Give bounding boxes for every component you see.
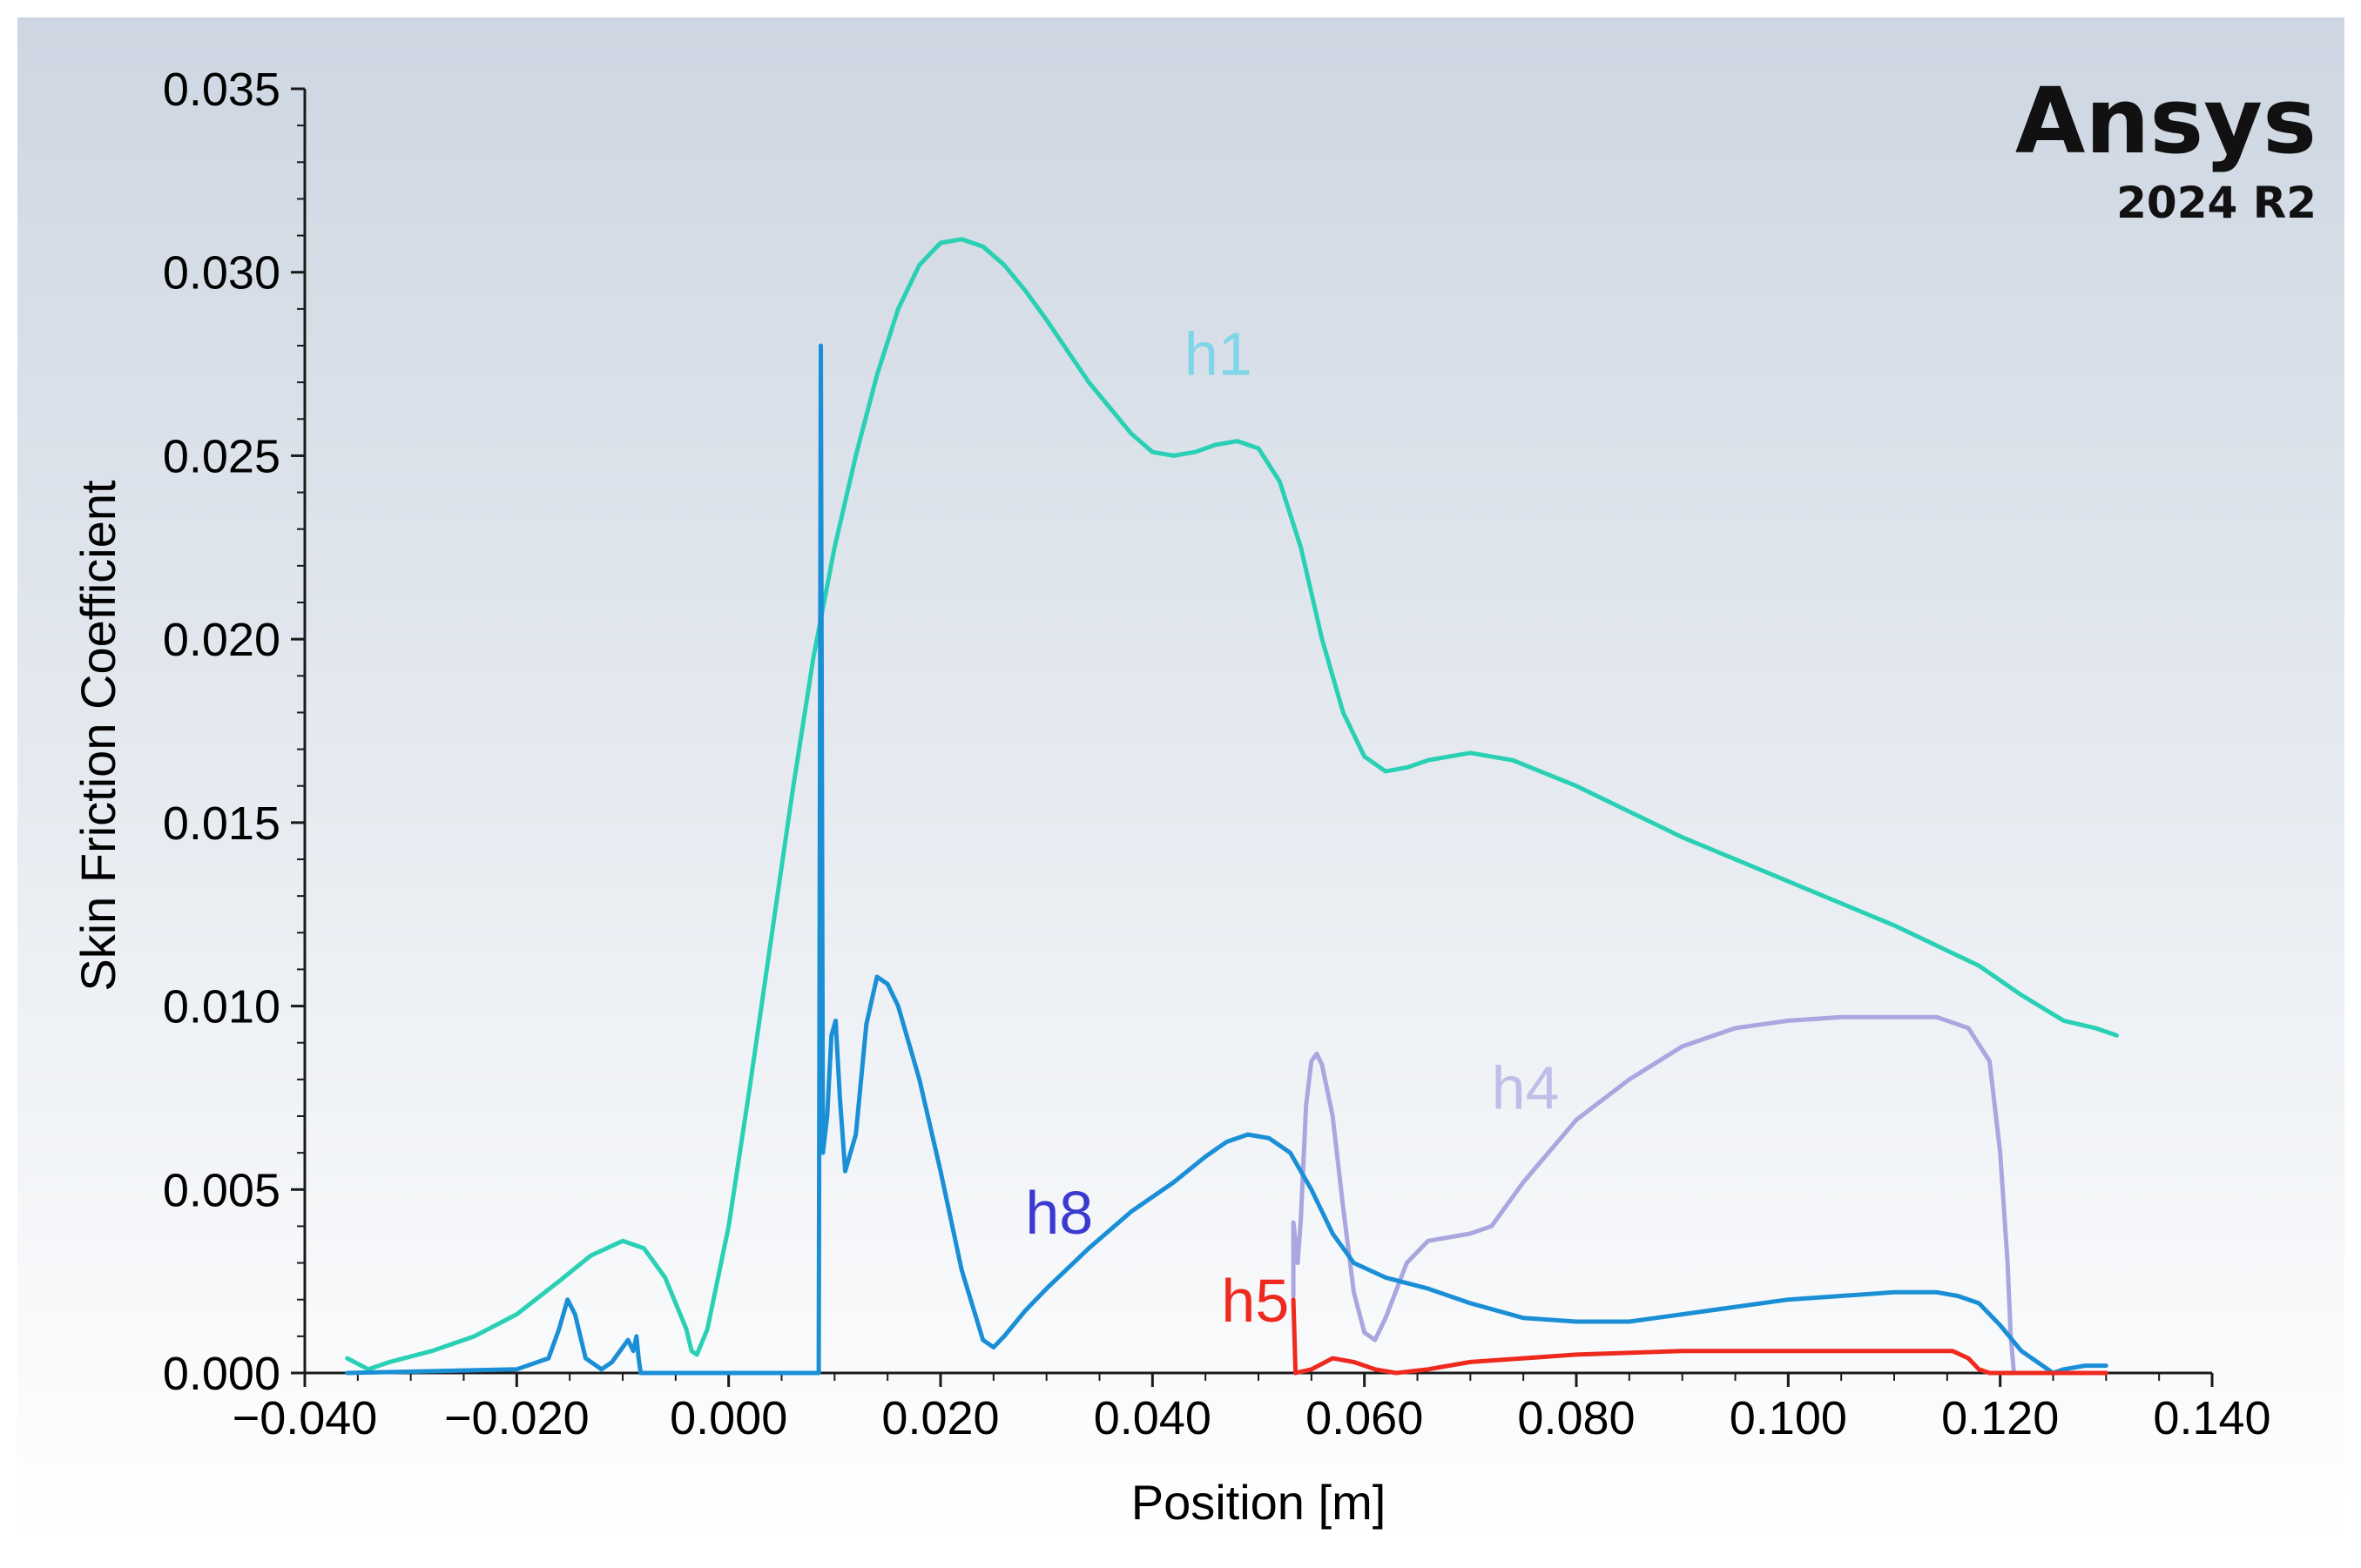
series-line-h5 (1291, 1297, 2108, 1376)
logo-wordmark: Ansys (2015, 68, 2317, 174)
series-layer (345, 237, 2119, 1376)
series-label-h5: h5 (1221, 1267, 1289, 1335)
x-tick-label: 0.120 (1941, 1392, 2059, 1444)
x-tick-label: 0.140 (2153, 1392, 2270, 1444)
y-tick-label: 0.005 (163, 1164, 280, 1216)
x-axis-title: Position [m] (1131, 1475, 1386, 1530)
y-tick-label: 0.035 (163, 64, 280, 116)
axes: −0.040 −0.020 0.000 0.020 0.040 0.060 0.080 0.1… (163, 64, 2271, 1444)
logo-version: 2024 R2 (2116, 178, 2317, 228)
plot-background (17, 17, 2344, 1546)
y-tick-label: 0.020 (163, 614, 280, 666)
x-tick-label: 0.100 (1730, 1392, 1847, 1444)
series-label-h8: h8 (1025, 1179, 1093, 1247)
x-tick-label: −0.020 (444, 1392, 590, 1444)
series-line-h8 (345, 343, 2108, 1376)
x-tick-label: 0.080 (1517, 1392, 1635, 1444)
y-tick-label: 0.010 (163, 981, 280, 1033)
x-tick-label: 0.020 (881, 1392, 999, 1444)
x-tick-label: −0.040 (233, 1392, 378, 1444)
x-tick-label: 0.060 (1305, 1392, 1423, 1444)
series-labels: h1 h8 h4 h5 (1025, 320, 1559, 1335)
series-label-h4: h4 (1492, 1054, 1560, 1122)
y-tick-label: 0.030 (163, 247, 280, 299)
series-line-h4 (1291, 1014, 2016, 1376)
x-tick-label: 0.000 (670, 1392, 787, 1444)
y-tick-label: 0.015 (163, 797, 280, 850)
ansys-logo: Ansys 2024 R2 (2015, 68, 2317, 228)
x-tick-label: 0.040 (1094, 1392, 1211, 1444)
series-line-h1 (345, 237, 2119, 1372)
y-tick-label: 0.025 (163, 430, 280, 482)
series-label-h1: h1 (1184, 320, 1252, 388)
y-tick-label: 0.000 (163, 1348, 280, 1400)
y-axis-title: Skin Friction Coefficient (71, 480, 125, 992)
